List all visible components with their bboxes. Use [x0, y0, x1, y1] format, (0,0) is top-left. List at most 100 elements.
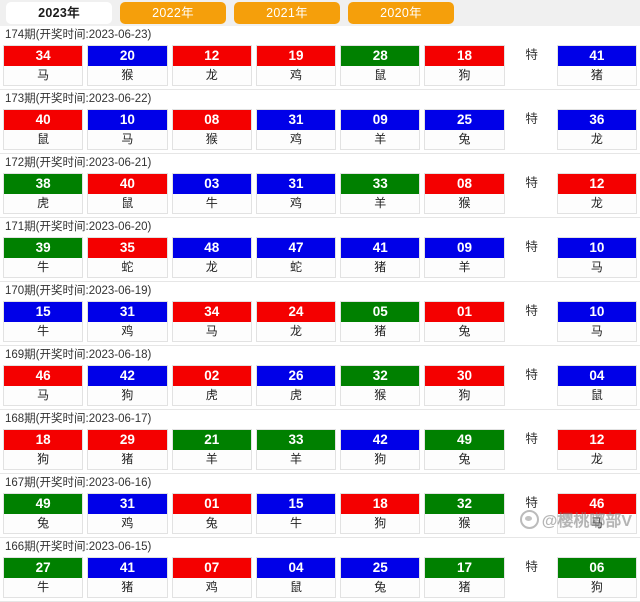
number-ball: 49 兔 — [3, 493, 84, 534]
ball-zodiac: 猴 — [341, 386, 420, 405]
number-ball: 48 龙 — [171, 237, 252, 278]
special-ball-label: 特 — [525, 304, 538, 318]
number-ball: 46 马 — [3, 365, 84, 406]
ball-strip: 38 虎 40 鼠 03 牛 31 鸡 33 羊 08 猴特 12 龙 — [0, 173, 640, 217]
ball-number: 49 — [4, 494, 83, 514]
ball-number: 33 — [256, 430, 336, 450]
special-ball-zodiac: 鼠 — [557, 386, 636, 405]
special-ball-zodiac: 龙 — [557, 194, 636, 213]
number-ball: 07 鸡 — [171, 557, 252, 598]
ball-zodiac: 狗 — [341, 514, 420, 533]
ball-zodiac: 猴 — [172, 130, 251, 149]
number-ball: 47 蛇 — [255, 237, 337, 278]
ball-zodiac: 羊 — [341, 130, 420, 149]
number-ball: 31 鸡 — [87, 301, 168, 342]
draw-title: 174期(开奖时间:2023-06-23) — [5, 29, 152, 41]
number-ball: 29 猪 — [87, 429, 168, 470]
ball-number: 01 — [172, 494, 251, 514]
ball-number: 39 — [4, 238, 83, 258]
special-ball-label: 特 — [525, 560, 538, 574]
ball-zodiac: 蛇 — [256, 258, 336, 277]
draw-title: 169期(开奖时间:2023-06-18) — [5, 349, 152, 361]
special-ball-number: 46 — [557, 494, 636, 514]
special-number-ball: 06 狗 — [556, 557, 637, 598]
ball-zodiac: 鼠 — [341, 66, 420, 85]
number-ball: 40 鼠 — [3, 109, 84, 150]
ball-number: 20 — [88, 46, 167, 66]
special-ball-number: 10 — [557, 238, 636, 258]
ball-number: 33 — [341, 174, 420, 194]
ball-number: 19 — [256, 46, 336, 66]
special-number-ball: 36 龙 — [556, 109, 637, 150]
ball-zodiac: 猴 — [425, 514, 504, 533]
ball-zodiac: 牛 — [256, 514, 336, 533]
ball-number: 46 — [4, 366, 83, 386]
special-ball-label: 特 — [525, 496, 538, 510]
ball-number: 26 — [256, 366, 336, 386]
number-ball: 32 猴 — [340, 365, 421, 406]
number-ball: 34 马 — [171, 301, 252, 342]
number-ball: 24 龙 — [255, 301, 337, 342]
ball-zodiac: 马 — [172, 322, 251, 341]
ball-zodiac: 牛 — [4, 322, 83, 341]
special-ball-number: 04 — [557, 366, 636, 386]
ball-zodiac: 牛 — [4, 578, 83, 597]
ball-zodiac: 鼠 — [256, 578, 336, 597]
ball-number: 48 — [172, 238, 251, 258]
ball-number: 41 — [88, 558, 167, 578]
number-ball: 25 兔 — [424, 109, 505, 150]
ball-strip: 40 鼠 10 马 08 猴 31 鸡 09 羊 25 兔特 36 龙 — [0, 109, 640, 153]
number-ball: 20 猴 — [87, 45, 168, 86]
year-tab-2021[interactable]: 2021年 — [234, 2, 340, 24]
ball-zodiac: 羊 — [425, 258, 504, 277]
number-ball: 33 羊 — [340, 173, 421, 214]
ball-zodiac: 鸡 — [88, 514, 167, 533]
number-ball: 42 狗 — [87, 365, 168, 406]
ball-zodiac: 猪 — [88, 450, 167, 469]
ball-zodiac: 兔 — [425, 130, 504, 149]
number-ball: 05 猪 — [340, 301, 421, 342]
number-ball: 28 鼠 — [340, 45, 421, 86]
number-ball: 02 虎 — [171, 365, 252, 406]
number-ball: 09 羊 — [340, 109, 421, 150]
ball-number: 41 — [341, 238, 420, 258]
ball-zodiac: 虎 — [256, 386, 336, 405]
number-ball: 32 猴 — [424, 493, 505, 534]
ball-zodiac: 鸡 — [88, 322, 167, 341]
ball-number: 34 — [172, 302, 251, 322]
number-ball: 01 兔 — [424, 301, 505, 342]
number-ball: 31 鸡 — [87, 493, 168, 534]
ball-strip: 18 狗 29 猪 21 羊 33 羊 42 狗 49 兔特 12 龙 — [0, 429, 640, 473]
ball-number: 31 — [88, 494, 167, 514]
draw-title: 173期(开奖时间:2023-06-22) — [5, 93, 152, 105]
ball-number: 18 — [341, 494, 420, 514]
number-ball: 10 马 — [87, 109, 168, 150]
year-tab-2022[interactable]: 2022年 — [120, 2, 226, 24]
ball-number: 40 — [88, 174, 167, 194]
year-tab-2020[interactable]: 2020年 — [348, 2, 454, 24]
ball-zodiac: 龙 — [256, 322, 336, 341]
ball-zodiac: 鸡 — [256, 66, 336, 85]
year-tab-2023[interactable]: 2023年 — [6, 2, 112, 24]
ball-number: 09 — [425, 238, 504, 258]
ball-number: 32 — [341, 366, 420, 386]
number-ball: 49 兔 — [424, 429, 505, 470]
special-ball-number: 36 — [557, 110, 636, 130]
number-ball: 18 狗 — [3, 429, 84, 470]
ball-zodiac: 兔 — [341, 578, 420, 597]
number-ball: 41 猪 — [87, 557, 168, 598]
ball-zodiac: 狗 — [88, 386, 167, 405]
ball-zodiac: 虎 — [4, 194, 83, 213]
special-number-ball: 46 马 — [556, 493, 637, 534]
ball-number: 15 — [256, 494, 336, 514]
ball-strip: 49 兔 31 鸡 01 兔 15 牛 18 狗 32 猴特 46 马 — [0, 493, 640, 537]
ball-zodiac: 马 — [88, 130, 167, 149]
draw-title: 166期(开奖时间:2023-06-15) — [5, 541, 152, 553]
ball-zodiac: 牛 — [4, 258, 83, 277]
draw-row: 168期(开奖时间:2023-06-17) 18 狗 29 猪 21 羊 33 羊 42 狗 49 兔特… — [0, 410, 640, 474]
year-tab-bar: 2023年 2022年 2021年 2020年 — [0, 0, 640, 26]
ball-zodiac: 马 — [4, 66, 83, 85]
special-ball-number: 12 — [557, 430, 636, 450]
ball-strip: 34 马 20 猴 12 龙 19 鸡 28 鼠 18 狗特 41 猪 — [0, 45, 640, 89]
ball-zodiac: 猪 — [341, 258, 420, 277]
